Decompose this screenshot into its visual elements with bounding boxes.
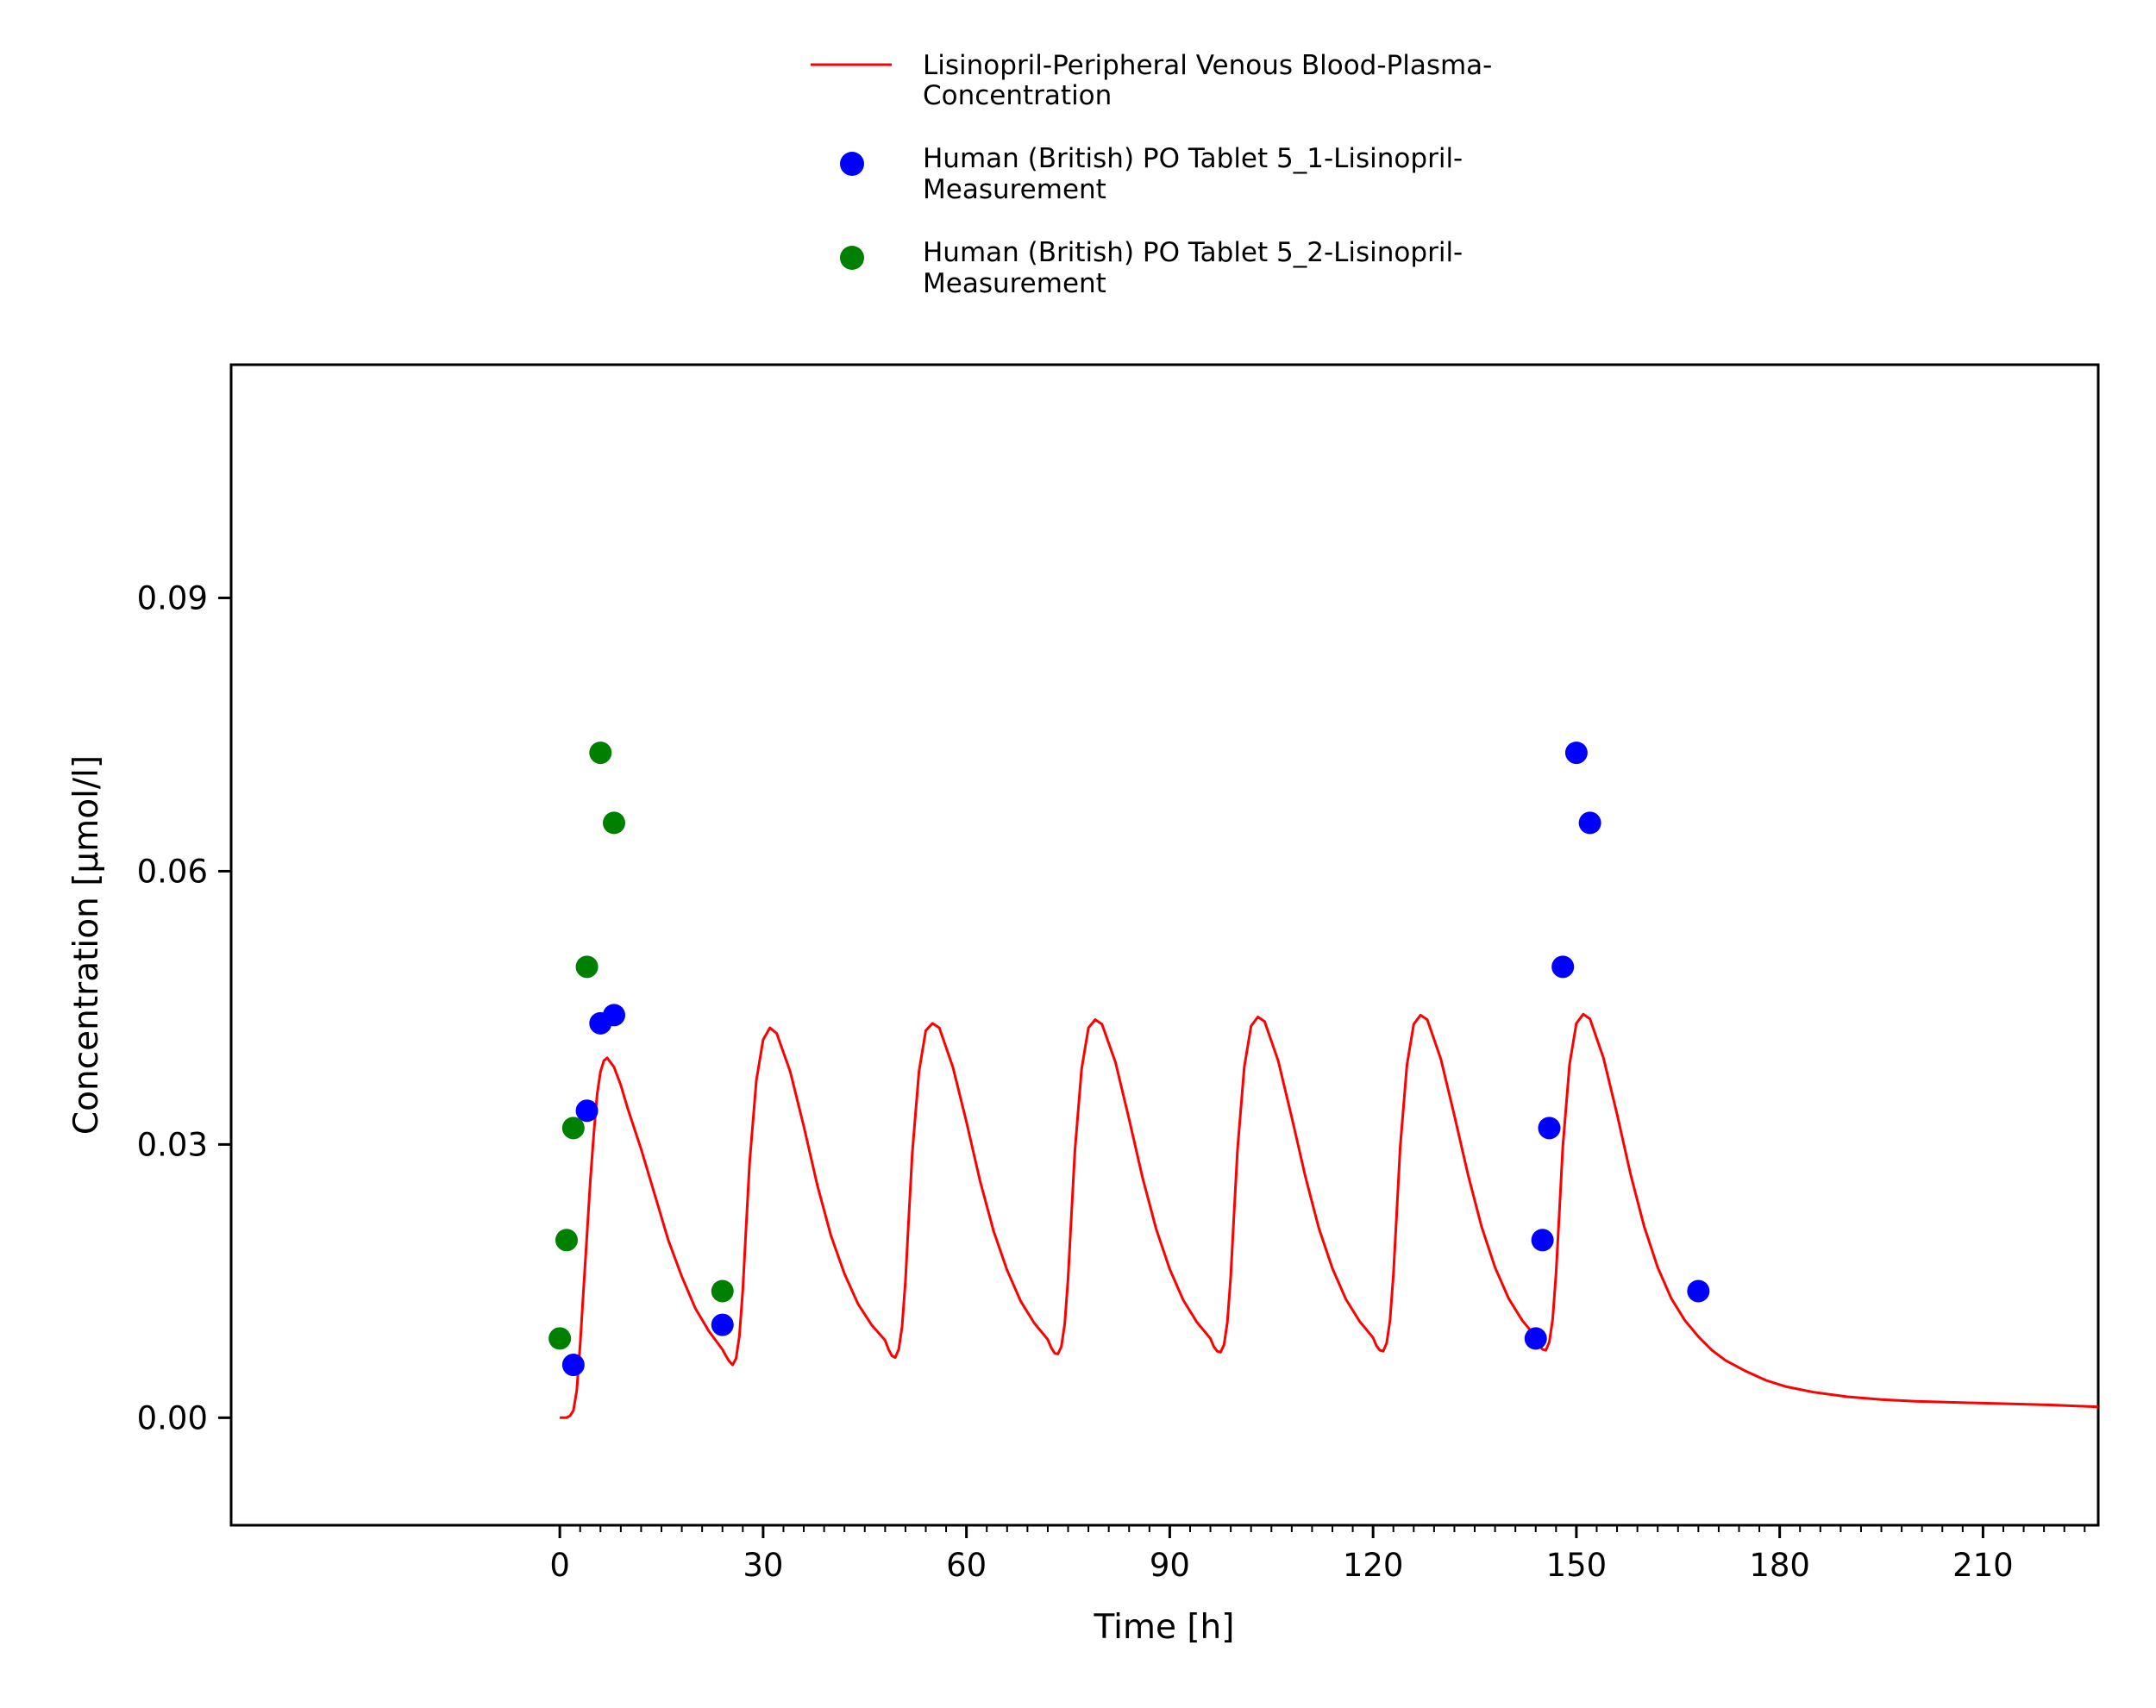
legend-label: Measurement: [923, 174, 1106, 205]
x-tick-label: 30: [743, 1547, 783, 1584]
y-tick-label: 0.00: [137, 1399, 208, 1436]
data-point-tablet-5-1: [1524, 1327, 1547, 1350]
data-point-tablet-5-2: [555, 1229, 578, 1252]
plot-frame: [229, 363, 2100, 1527]
y-tick-label: 0.03: [137, 1126, 208, 1163]
legend-label: Concentration: [923, 80, 1112, 111]
legend-label: Human (British) PO Tablet 5_1-Lisinopril…: [923, 143, 1463, 174]
x-tick-label: 90: [1150, 1547, 1190, 1584]
legend-label: Measurement: [923, 268, 1106, 299]
data-point-tablet-5-1: [1564, 741, 1588, 765]
legend-label: Lisinopril-Peripheral Venous Blood-Plasm…: [923, 50, 1492, 81]
legend-swatch-marker: [840, 152, 864, 176]
legend: Lisinopril-Peripheral Venous Blood-Plasm…: [811, 50, 1492, 299]
x-tick-label: 0: [549, 1547, 570, 1584]
y-axis: 0.00 0.03 0.06 0.09: [137, 579, 231, 1436]
plot-area: [548, 741, 2098, 1419]
x-axis: 0 30 60 90 120 150 180 210: [549, 1525, 2086, 1584]
data-point-tablet-5-2: [711, 1279, 734, 1303]
series-line-simulation: [560, 1012, 2098, 1419]
x-axis-label: Time [h]: [1094, 1608, 1235, 1647]
data-point-tablet-5-1: [1578, 811, 1601, 835]
x-tick-label: 150: [1546, 1547, 1608, 1584]
data-point-tablet-5-1: [1531, 1229, 1554, 1252]
data-point-tablet-5-1: [561, 1354, 585, 1377]
y-tick-label: 0.09: [137, 579, 208, 616]
y-axis-label: Concentration [µmol/l]: [67, 755, 106, 1135]
x-tick-label: 180: [1749, 1547, 1810, 1584]
data-point-tablet-5-1: [1551, 955, 1575, 979]
data-point-tablet-5-2: [561, 1117, 585, 1140]
data-point-tablet-5-2: [589, 741, 612, 765]
x-tick-label: 120: [1343, 1547, 1404, 1584]
data-point-tablet-5-2: [603, 811, 626, 835]
y-tick-label: 0.06: [137, 853, 208, 890]
legend-label: Human (British) PO Tablet 5_2-Lisinopril…: [923, 237, 1463, 268]
data-point-tablet-5-1: [603, 1004, 626, 1027]
x-tick-label: 210: [1952, 1547, 2014, 1584]
data-point-tablet-5-2: [575, 955, 599, 979]
data-point-tablet-5-1: [575, 1099, 599, 1123]
data-point-tablet-5-2: [548, 1327, 572, 1350]
data-point-tablet-5-1: [1538, 1117, 1561, 1140]
legend-swatch-marker: [840, 246, 864, 270]
x-tick-label: 60: [946, 1547, 987, 1584]
data-point-tablet-5-1: [711, 1313, 734, 1336]
data-point-tablet-5-1: [1687, 1279, 1710, 1303]
